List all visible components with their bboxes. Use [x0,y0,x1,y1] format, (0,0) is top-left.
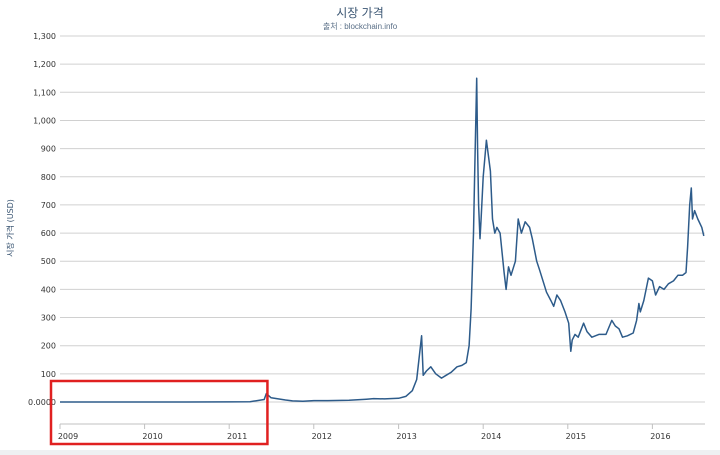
x-tick-label: 2015 [566,432,586,441]
y-tick-label: 700 [41,201,56,210]
y-tick-label: 1,000 [33,116,56,125]
chart-title: 시장 가격 [336,6,384,20]
x-tick-label: 2009 [58,432,78,441]
x-axis-ticks: 2009 2010 2011 2012 2013 2014 2015 2016 [58,424,671,441]
price-series-line [60,77,705,403]
y-tick-label: 200 [41,342,56,351]
y-tick-label: 1,100 [33,88,56,97]
y-tick-label: 1,200 [33,60,56,69]
x-tick-label: 2016 [650,432,670,441]
bottom-strip [0,450,720,455]
y-axis-ticks: 0.0000 100 200 300 400 500 600 700 800 900 1,000 1,… [28,32,56,407]
y-tick-label: 300 [41,314,56,323]
y-tick-label: 0.0000 [28,398,56,407]
y-tick-label: 900 [41,145,56,154]
x-tick-label: 2012 [312,432,332,441]
y-tick-label: 800 [41,173,56,182]
y-tick-label: 600 [41,229,56,238]
y-tick-label: 100 [41,370,56,379]
chart-subtitle: 출처 : blockchain.info [323,21,398,31]
y-axis-label: 시장 가격 (USD) [5,199,15,257]
y-tick-label: 1,300 [33,32,56,41]
x-tick-label: 2014 [481,432,501,441]
x-tick-label: 2010 [142,432,162,441]
x-tick-label: 2011 [227,432,247,441]
x-tick-label: 2013 [396,432,416,441]
y-tick-label: 400 [41,285,56,294]
grid-lines [60,35,705,425]
highlight-box [49,379,269,446]
y-tick-label: 500 [41,257,56,266]
